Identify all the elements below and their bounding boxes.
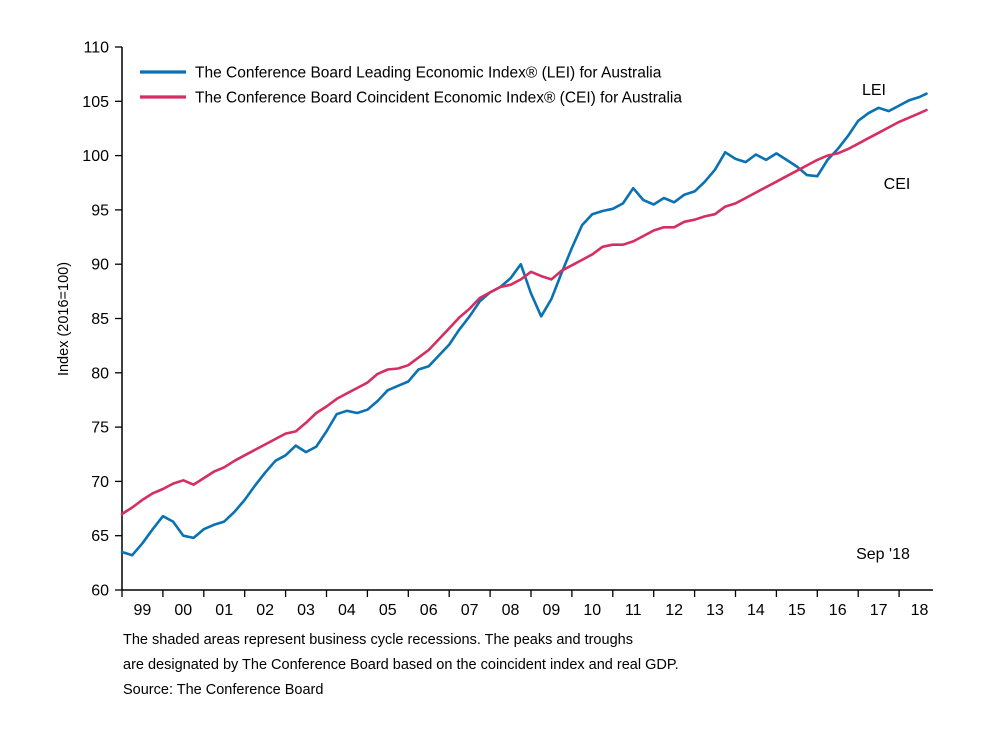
y-tick-label: 80 (91, 365, 109, 382)
plot-generated-content: 60 65 70 75 80 85 90 95 100 105 110 99 00 01 02 03 04 05 0… (82, 40, 928, 620)
legend: The Conference Board Leading Economic In… (140, 65, 682, 107)
chart-footnote: The shaded areas represent business cycl… (123, 628, 883, 703)
y-axis-title: Index (2016=100) (56, 262, 72, 376)
y-tick-label: 110 (83, 40, 109, 57)
legend-label-cei: The Conference Board Coincident Economic… (195, 90, 682, 107)
x-tick-label: 02 (256, 602, 274, 619)
y-tick-label: 60 (91, 583, 109, 600)
y-tick-label: 100 (82, 148, 109, 165)
x-tick-label: 00 (174, 602, 192, 619)
source-line: Source: The Conference Board (123, 682, 324, 698)
x-tick-label: 14 (747, 602, 765, 619)
last-date-annotation: Sep '18 (856, 546, 910, 563)
y-tick-label: 90 (91, 257, 109, 274)
lei-annotation: LEI (862, 82, 886, 99)
x-tick-label: 13 (706, 602, 724, 619)
y-tick-label: 85 (91, 311, 109, 328)
x-tick-label: 10 (583, 602, 601, 619)
footnote-line-1: The shaded areas represent business cycl… (123, 632, 633, 648)
legend-label-lei: The Conference Board Leading Economic In… (195, 65, 662, 82)
x-tick-label: 05 (379, 602, 397, 619)
y-tick-label: 70 (91, 474, 109, 491)
x-tick-label: 11 (625, 602, 642, 619)
x-tick-label: 17 (870, 602, 888, 619)
x-tick-label: 07 (461, 602, 479, 619)
y-tick-label: 65 (91, 528, 109, 545)
x-tick-label: 16 (829, 602, 847, 619)
x-tick-label: 08 (502, 602, 520, 619)
x-tick-label: 15 (788, 602, 806, 619)
y-tick-label: 105 (82, 94, 109, 111)
y-tick-label: 75 (91, 420, 109, 437)
cei-line (120, 108, 928, 516)
x-tick-label: 12 (665, 602, 683, 619)
x-tick-label: 99 (134, 602, 152, 619)
y-tick-label: 95 (91, 202, 109, 219)
x-tick-label: 01 (215, 602, 233, 619)
x-tick-label: 18 (911, 602, 929, 619)
x-tick-label: 03 (297, 602, 315, 619)
cei-annotation: CEI (884, 176, 911, 193)
lei-line (120, 92, 928, 557)
x-tick-label: 06 (420, 602, 438, 619)
x-tick-label: 04 (338, 602, 356, 619)
footnote-line-2: are designated by The Conference Board b… (123, 657, 679, 673)
x-tick-label: 09 (543, 602, 561, 619)
